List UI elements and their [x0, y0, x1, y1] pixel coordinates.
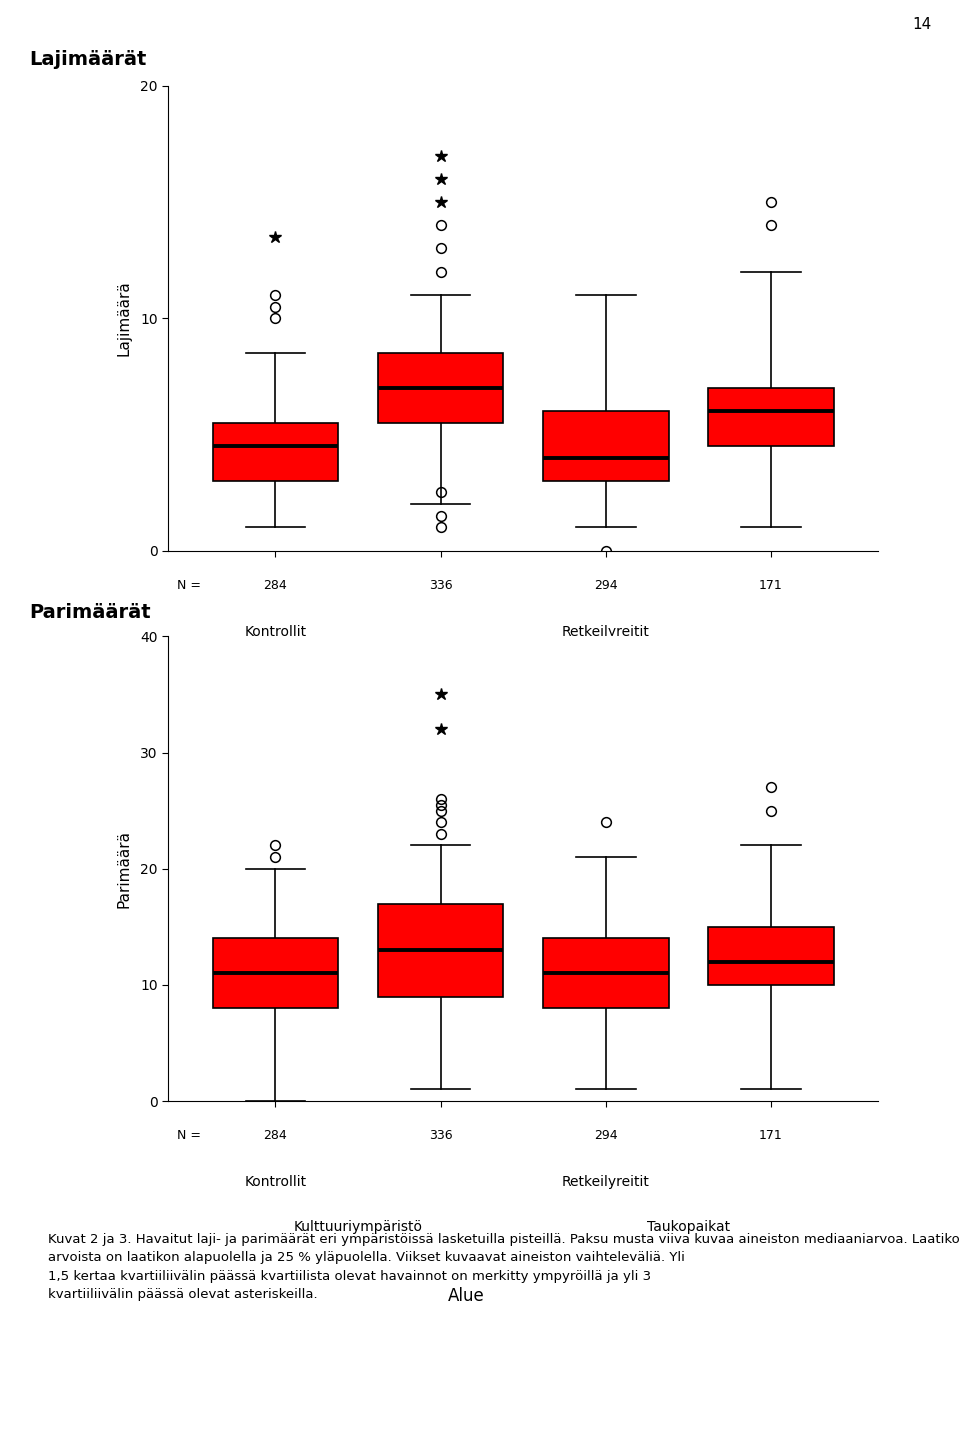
- Text: Alue: Alue: [448, 736, 485, 755]
- Text: Kontrollit: Kontrollit: [245, 625, 306, 639]
- Text: Retkeilyreitit: Retkeilyreitit: [562, 1175, 650, 1190]
- Text: N =: N =: [177, 579, 201, 592]
- Bar: [543, 412, 668, 480]
- Text: 336: 336: [429, 1130, 452, 1143]
- Bar: [708, 927, 834, 985]
- Text: Kuvat 2 ja 3. Havaitut laji- ja parimäärät eri ympäristöissä lasketuilla pisteil: Kuvat 2 ja 3. Havaitut laji- ja parimäär…: [48, 1233, 960, 1301]
- Text: Kulttuuriympäristö: Kulttuuriympäristö: [294, 669, 422, 684]
- Bar: [543, 938, 668, 1008]
- Text: Kulttuuriympäristö: Kulttuuriympäristö: [294, 1220, 422, 1234]
- Text: 14: 14: [912, 17, 931, 31]
- Bar: [212, 938, 338, 1008]
- Text: 336: 336: [429, 579, 452, 592]
- Y-axis label: Parimäärä: Parimäärä: [116, 829, 132, 908]
- Y-axis label: Lajimäärä: Lajimäärä: [116, 280, 132, 356]
- Text: Kontrollit: Kontrollit: [245, 1175, 306, 1190]
- Bar: [708, 388, 834, 446]
- Text: Taukopaikat: Taukopaikat: [647, 1220, 730, 1234]
- Text: 284: 284: [263, 1130, 287, 1143]
- Text: Taukopaikat: Taukopaikat: [647, 669, 730, 684]
- Bar: [378, 904, 503, 997]
- Text: Retkeilyreitit: Retkeilyreitit: [562, 625, 650, 639]
- Text: Lajimäärät: Lajimäärät: [29, 50, 146, 69]
- Bar: [212, 423, 338, 480]
- Text: 284: 284: [263, 579, 287, 592]
- Text: Alue: Alue: [448, 1287, 485, 1306]
- Text: N =: N =: [177, 1130, 201, 1143]
- Bar: [378, 353, 503, 423]
- Text: Parimäärät: Parimäärät: [29, 603, 151, 622]
- Text: 171: 171: [759, 1130, 783, 1143]
- Text: 294: 294: [594, 579, 617, 592]
- Text: 171: 171: [759, 579, 783, 592]
- Text: 294: 294: [594, 1130, 617, 1143]
